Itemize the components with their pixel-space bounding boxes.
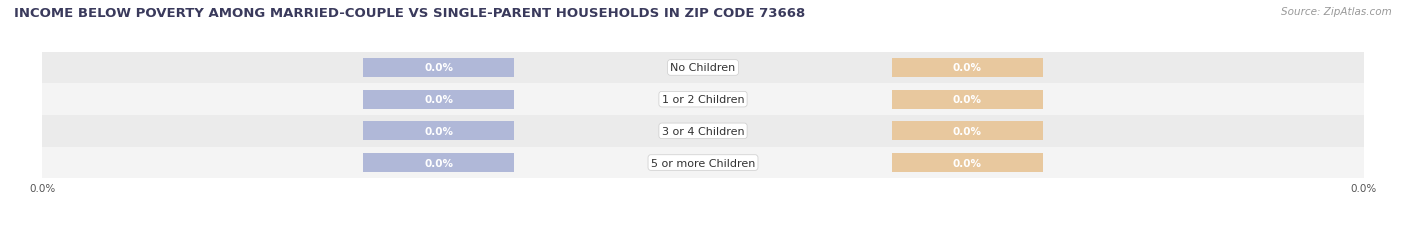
- Bar: [42, 84, 1364, 116]
- Bar: [363, 122, 515, 141]
- Bar: [42, 147, 1364, 179]
- Text: 0.0%: 0.0%: [953, 63, 981, 73]
- Bar: [42, 52, 1364, 84]
- Bar: [891, 153, 1043, 172]
- Text: 0.0%: 0.0%: [953, 126, 981, 136]
- Text: 1 or 2 Children: 1 or 2 Children: [662, 95, 744, 105]
- Text: 0.0%: 0.0%: [425, 126, 453, 136]
- Text: 0.0%: 0.0%: [953, 95, 981, 105]
- Bar: [363, 90, 515, 109]
- Text: 0.0%: 0.0%: [425, 95, 453, 105]
- Bar: [891, 59, 1043, 78]
- Text: 0.0%: 0.0%: [425, 158, 453, 168]
- Bar: [891, 90, 1043, 109]
- Text: 0.0%: 0.0%: [953, 158, 981, 168]
- Text: INCOME BELOW POVERTY AMONG MARRIED-COUPLE VS SINGLE-PARENT HOUSEHOLDS IN ZIP COD: INCOME BELOW POVERTY AMONG MARRIED-COUPL…: [14, 7, 806, 20]
- Bar: [891, 122, 1043, 141]
- Text: 5 or more Children: 5 or more Children: [651, 158, 755, 168]
- Text: 0.0%: 0.0%: [425, 63, 453, 73]
- Text: Source: ZipAtlas.com: Source: ZipAtlas.com: [1281, 7, 1392, 17]
- Bar: [363, 153, 515, 172]
- Text: 3 or 4 Children: 3 or 4 Children: [662, 126, 744, 136]
- Text: No Children: No Children: [671, 63, 735, 73]
- Bar: [363, 59, 515, 78]
- Bar: [42, 116, 1364, 147]
